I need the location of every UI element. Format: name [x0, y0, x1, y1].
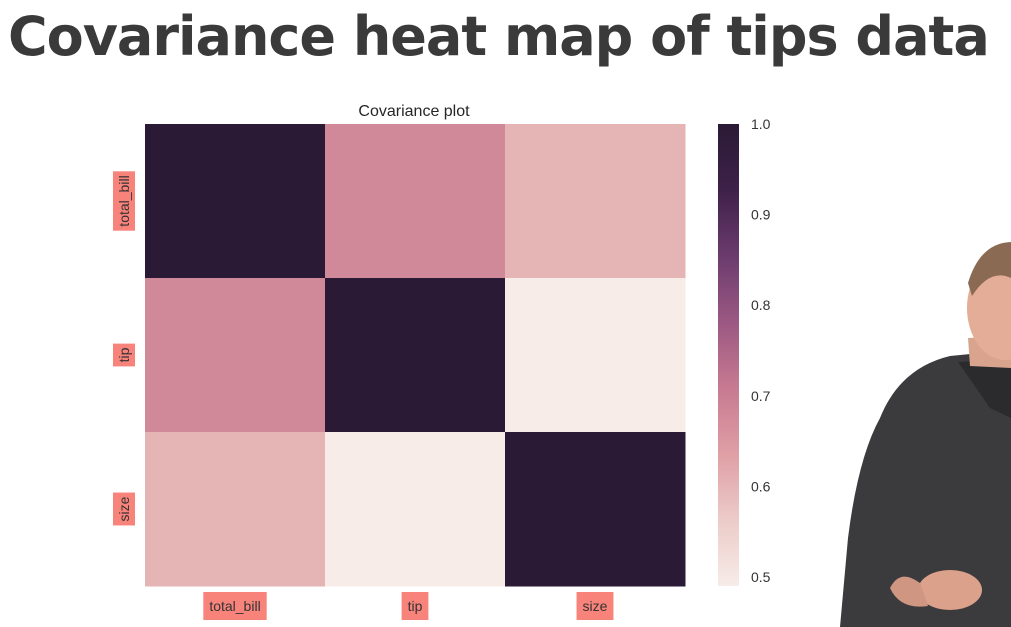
row-label-size: size — [113, 492, 135, 526]
column-label-size: size — [576, 592, 614, 620]
colorbar-tick-label: 0.7 — [751, 388, 771, 404]
colorbar-tick-label: 0.6 — [751, 478, 771, 494]
row-label-tip: tip — [113, 343, 135, 367]
heatmap-cell-size-size — [505, 432, 686, 587]
heatmap-cells — [145, 124, 686, 587]
colorbar — [718, 124, 739, 586]
heatmap-cell-tip-size — [505, 278, 686, 433]
column-label-highlight — [401, 592, 429, 620]
heatmap-cell-size-tip — [325, 432, 506, 587]
column-label-text: tip — [408, 598, 423, 614]
colorbar-tick-label: 1.0 — [751, 116, 771, 132]
row-label-highlight — [113, 171, 135, 231]
colorbar-tick-label: 0.5 — [751, 569, 771, 585]
colorbar-tick-label: 0.9 — [751, 207, 771, 223]
column-label-total_bill: total_bill — [203, 592, 267, 620]
heatmap-cell-tip-total_bill — [145, 278, 326, 433]
column-label-text: size — [583, 598, 608, 614]
row-label-highlight — [113, 492, 135, 526]
row-label-highlight — [113, 343, 135, 367]
column-label-highlight — [576, 592, 614, 620]
colorbar-tick-label: 0.8 — [751, 297, 771, 313]
chart-title: Covariance plot — [358, 103, 470, 120]
row-label-text: size — [116, 496, 132, 521]
colorbar-ticks: 1.0 0.9 0.8 0.7 0.6 0.5 — [751, 116, 771, 585]
column-label-highlight — [203, 592, 267, 620]
column-label-text: total_bill — [209, 598, 260, 614]
heatmap-cell-size-total_bill — [145, 432, 326, 587]
heatmap-cell-total_bill-total_bill — [145, 124, 326, 279]
row-label-text: total_bill — [116, 175, 132, 226]
heatmap-cell-total_bill-tip — [325, 124, 506, 279]
presenter-video-icon — [840, 242, 1011, 627]
heatmap-cell-tip-tip — [325, 278, 506, 433]
column-label-tip: tip — [401, 592, 429, 620]
slide-title: Covariance heat map of tips data — [8, 5, 990, 68]
row-label-text: tip — [116, 347, 132, 362]
row-label-total_bill: total_bill — [113, 171, 135, 231]
heatmap-cell-total_bill-size — [505, 124, 686, 279]
column-labels: total_bill tip size — [203, 592, 614, 620]
